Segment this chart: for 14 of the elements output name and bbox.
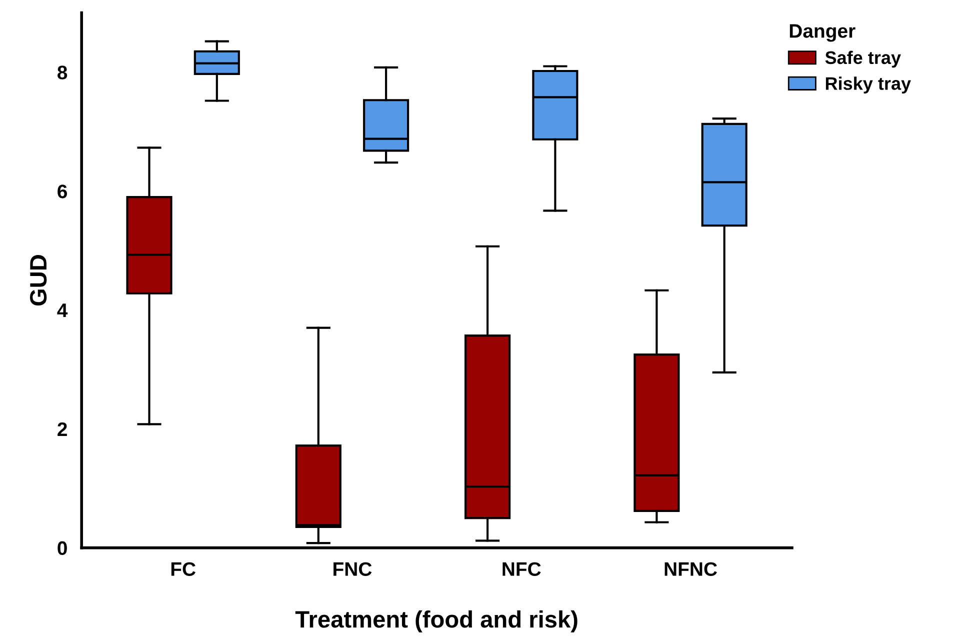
legend-label: Safe tray <box>825 50 901 68</box>
legend-label: Risky tray <box>826 76 911 94</box>
x-tick-label: FNC <box>334 562 372 576</box>
legend-title: Danger <box>790 24 856 42</box>
x-tick-label: FC <box>171 562 196 576</box>
x-tick-label: NFC <box>502 562 541 576</box>
y-tick-label: 0 <box>58 541 67 556</box>
y-tick-label: 8 <box>58 66 68 80</box>
y-tick-label: 2 <box>58 422 67 436</box>
y-tick-label: 6 <box>58 184 68 198</box>
x-tick-label: NFNC <box>664 562 717 576</box>
y-tick-label: 4 <box>57 304 68 318</box>
y-axis-title: GUD <box>30 255 47 306</box>
x-axis-title: Treatment (food and risk) <box>295 610 578 632</box>
